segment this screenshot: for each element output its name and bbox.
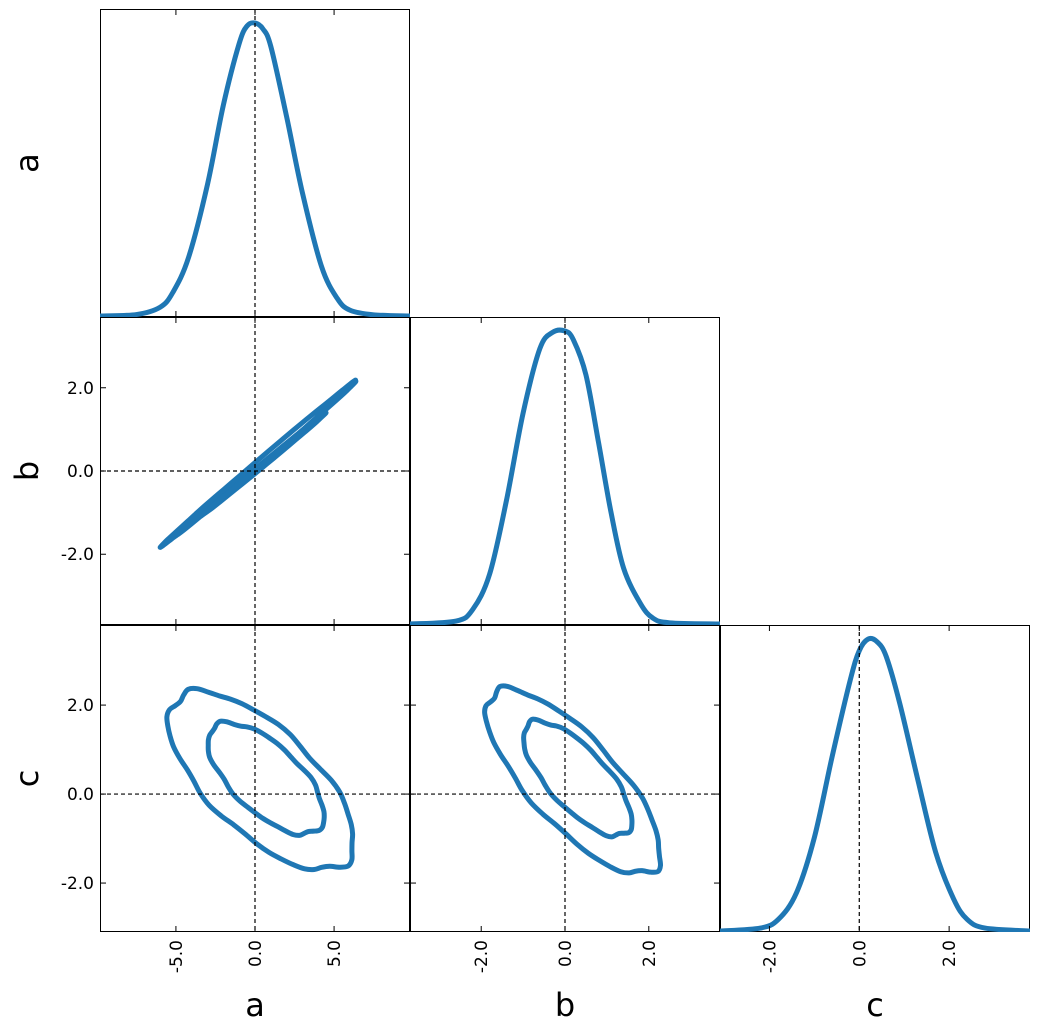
marginal-curve-b <box>410 327 720 625</box>
x-tick-label-b: 2.0 <box>640 940 660 967</box>
x-tick-label-b: 0.0 <box>556 940 576 967</box>
panel-frame-c-c <box>720 625 1030 932</box>
y-axis-label-a: a <box>8 153 46 173</box>
x-tick-label-c: 2.0 <box>940 940 960 967</box>
x-axis-label-c: c <box>866 986 884 1024</box>
x-tick-label-a: -5.0 <box>167 940 187 973</box>
y-tick-label-b: 2.0 <box>67 379 94 399</box>
x-axis-label-b: b <box>555 986 575 1024</box>
y-tick-label-c: -2.0 <box>61 874 94 894</box>
x-axis-label-a: a <box>245 986 265 1024</box>
y-axis-label-c: c <box>8 770 46 788</box>
y-tick-label-b: 0.0 <box>67 462 94 482</box>
x-tick-label-a: 0.0 <box>246 940 266 967</box>
marginal-curve-c <box>720 635 1030 932</box>
contour-outer-a-b <box>157 377 359 550</box>
y-tick-label-c: 2.0 <box>67 696 94 716</box>
contour-inner-a-c <box>205 718 327 838</box>
contour-outer-a-c <box>164 685 356 873</box>
x-tick-label-b: -2.0 <box>472 940 492 973</box>
contour-outer-b-c <box>482 683 664 876</box>
x-tick-label-c: 0.0 <box>850 940 870 967</box>
y-tick-label-b: -2.0 <box>61 545 94 565</box>
x-tick-label-a: 5.0 <box>325 940 345 967</box>
y-axis-label-b: b <box>8 461 46 481</box>
contour-inner-b-c <box>521 716 635 840</box>
x-tick-label-c: -2.0 <box>760 940 780 973</box>
y-tick-label-c: 0.0 <box>67 785 94 805</box>
